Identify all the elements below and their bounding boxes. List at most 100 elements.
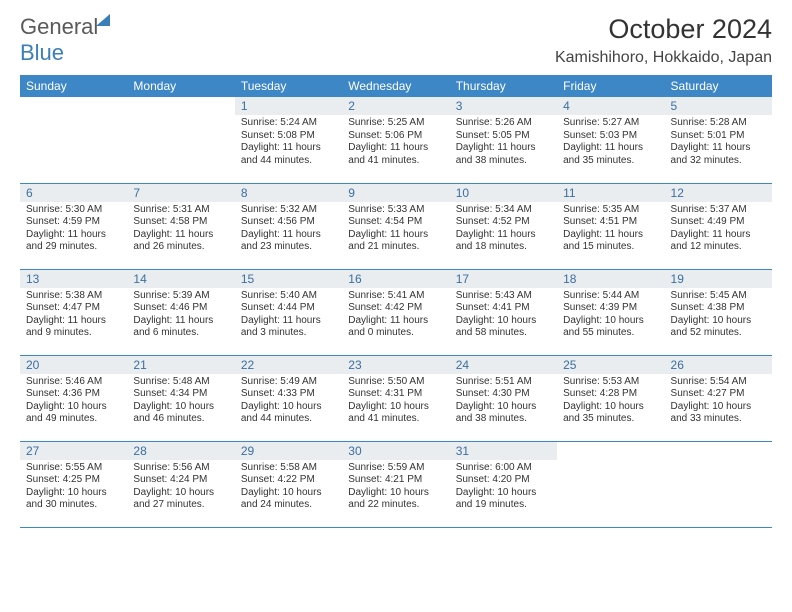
day-line-d2: and 12 minutes. <box>671 241 766 254</box>
day-line-ss: Sunset: 4:22 PM <box>241 474 336 487</box>
day-line-sr: Sunrise: 5:40 AM <box>241 290 336 303</box>
day-line-sr: Sunrise: 5:25 AM <box>348 117 443 130</box>
day-line-d2: and 26 minutes. <box>133 241 228 254</box>
day-content: Sunrise: 5:48 AMSunset: 4:34 PMDaylight:… <box>127 374 234 430</box>
day-line-sr: Sunrise: 5:32 AM <box>241 204 336 217</box>
day-line-d1: Daylight: 10 hours <box>133 487 228 500</box>
day-line-ss: Sunset: 4:44 PM <box>241 302 336 315</box>
day-line-d1: Daylight: 10 hours <box>348 487 443 500</box>
weekday-header: Monday <box>127 75 234 97</box>
calendar-day-cell: 31Sunrise: 6:00 AMSunset: 4:20 PMDayligh… <box>450 441 557 527</box>
day-line-sr: Sunrise: 5:31 AM <box>133 204 228 217</box>
day-line-d1: Daylight: 10 hours <box>563 315 658 328</box>
day-line-ss: Sunset: 4:58 PM <box>133 216 228 229</box>
day-number: 4 <box>557 97 664 115</box>
day-line-sr: Sunrise: 5:24 AM <box>241 117 336 130</box>
day-number: 27 <box>20 442 127 460</box>
day-line-d2: and 27 minutes. <box>133 499 228 512</box>
day-line-sr: Sunrise: 5:46 AM <box>26 376 121 389</box>
day-line-sr: Sunrise: 5:59 AM <box>348 462 443 475</box>
calendar-day-cell: 25Sunrise: 5:53 AMSunset: 4:28 PMDayligh… <box>557 355 664 441</box>
day-line-d2: and 44 minutes. <box>241 413 336 426</box>
day-number: 9 <box>342 184 449 202</box>
location: Kamishihoro, Hokkaido, Japan <box>555 49 772 67</box>
calendar-empty-cell <box>20 97 127 183</box>
day-line-ss: Sunset: 4:46 PM <box>133 302 228 315</box>
day-line-d2: and 29 minutes. <box>26 241 121 254</box>
day-line-ss: Sunset: 4:31 PM <box>348 388 443 401</box>
day-number: 30 <box>342 442 449 460</box>
day-line-d1: Daylight: 11 hours <box>563 229 658 242</box>
day-line-d2: and 52 minutes. <box>671 327 766 340</box>
day-line-sr: Sunrise: 5:49 AM <box>241 376 336 389</box>
day-line-d1: Daylight: 11 hours <box>348 142 443 155</box>
day-content: Sunrise: 5:58 AMSunset: 4:22 PMDaylight:… <box>235 460 342 516</box>
day-line-ss: Sunset: 4:30 PM <box>456 388 551 401</box>
day-line-sr: Sunrise: 5:44 AM <box>563 290 658 303</box>
day-content: Sunrise: 5:51 AMSunset: 4:30 PMDaylight:… <box>450 374 557 430</box>
day-content: Sunrise: 5:25 AMSunset: 5:06 PMDaylight:… <box>342 115 449 171</box>
calendar-day-cell: 15Sunrise: 5:40 AMSunset: 4:44 PMDayligh… <box>235 269 342 355</box>
day-content: Sunrise: 5:54 AMSunset: 4:27 PMDaylight:… <box>665 374 772 430</box>
calendar-day-cell: 28Sunrise: 5:56 AMSunset: 4:24 PMDayligh… <box>127 441 234 527</box>
day-number: 3 <box>450 97 557 115</box>
day-line-ss: Sunset: 5:06 PM <box>348 130 443 143</box>
day-line-d1: Daylight: 10 hours <box>563 401 658 414</box>
day-line-d1: Daylight: 11 hours <box>26 315 121 328</box>
day-content: Sunrise: 5:33 AMSunset: 4:54 PMDaylight:… <box>342 202 449 258</box>
day-line-sr: Sunrise: 5:38 AM <box>26 290 121 303</box>
calendar-week-row: 27Sunrise: 5:55 AMSunset: 4:25 PMDayligh… <box>20 441 772 527</box>
day-number: 23 <box>342 356 449 374</box>
day-content: Sunrise: 5:46 AMSunset: 4:36 PMDaylight:… <box>20 374 127 430</box>
day-number: 24 <box>450 356 557 374</box>
day-line-sr: Sunrise: 5:58 AM <box>241 462 336 475</box>
calendar-day-cell: 26Sunrise: 5:54 AMSunset: 4:27 PMDayligh… <box>665 355 772 441</box>
day-line-sr: Sunrise: 5:39 AM <box>133 290 228 303</box>
day-line-d2: and 9 minutes. <box>26 327 121 340</box>
day-line-ss: Sunset: 4:49 PM <box>671 216 766 229</box>
day-line-sr: Sunrise: 5:55 AM <box>26 462 121 475</box>
day-line-d1: Daylight: 11 hours <box>241 229 336 242</box>
day-line-d2: and 19 minutes. <box>456 499 551 512</box>
day-line-ss: Sunset: 4:56 PM <box>241 216 336 229</box>
day-line-ss: Sunset: 4:24 PM <box>133 474 228 487</box>
day-number: 10 <box>450 184 557 202</box>
day-line-ss: Sunset: 4:59 PM <box>26 216 121 229</box>
day-line-d2: and 33 minutes. <box>671 413 766 426</box>
calendar-day-cell: 27Sunrise: 5:55 AMSunset: 4:25 PMDayligh… <box>20 441 127 527</box>
calendar-empty-cell <box>665 441 772 527</box>
day-number: 1 <box>235 97 342 115</box>
day-line-ss: Sunset: 5:03 PM <box>563 130 658 143</box>
day-line-ss: Sunset: 4:41 PM <box>456 302 551 315</box>
day-line-d1: Daylight: 11 hours <box>348 229 443 242</box>
day-line-sr: Sunrise: 5:48 AM <box>133 376 228 389</box>
day-number: 7 <box>127 184 234 202</box>
calendar-day-cell: 14Sunrise: 5:39 AMSunset: 4:46 PMDayligh… <box>127 269 234 355</box>
day-number: 2 <box>342 97 449 115</box>
day-line-d1: Daylight: 10 hours <box>348 401 443 414</box>
calendar-day-cell: 3Sunrise: 5:26 AMSunset: 5:05 PMDaylight… <box>450 97 557 183</box>
day-line-d1: Daylight: 11 hours <box>671 229 766 242</box>
day-line-d1: Daylight: 10 hours <box>456 315 551 328</box>
day-content: Sunrise: 5:34 AMSunset: 4:52 PMDaylight:… <box>450 202 557 258</box>
day-line-d2: and 41 minutes. <box>348 413 443 426</box>
calendar-day-cell: 6Sunrise: 5:30 AMSunset: 4:59 PMDaylight… <box>20 183 127 269</box>
day-line-d2: and 0 minutes. <box>348 327 443 340</box>
calendar-week-row: 6Sunrise: 5:30 AMSunset: 4:59 PMDaylight… <box>20 183 772 269</box>
day-line-d2: and 41 minutes. <box>348 155 443 168</box>
day-content: Sunrise: 5:41 AMSunset: 4:42 PMDaylight:… <box>342 288 449 344</box>
day-line-d1: Daylight: 10 hours <box>671 401 766 414</box>
day-line-d1: Daylight: 11 hours <box>26 229 121 242</box>
day-content: Sunrise: 5:44 AMSunset: 4:39 PMDaylight:… <box>557 288 664 344</box>
calendar-day-cell: 23Sunrise: 5:50 AMSunset: 4:31 PMDayligh… <box>342 355 449 441</box>
day-content: Sunrise: 5:28 AMSunset: 5:01 PMDaylight:… <box>665 115 772 171</box>
day-line-ss: Sunset: 4:27 PM <box>671 388 766 401</box>
day-number: 12 <box>665 184 772 202</box>
calendar-empty-cell <box>127 97 234 183</box>
day-line-sr: Sunrise: 5:54 AM <box>671 376 766 389</box>
day-line-sr: Sunrise: 5:30 AM <box>26 204 121 217</box>
calendar-day-cell: 9Sunrise: 5:33 AMSunset: 4:54 PMDaylight… <box>342 183 449 269</box>
day-line-sr: Sunrise: 5:43 AM <box>456 290 551 303</box>
day-line-sr: Sunrise: 5:26 AM <box>456 117 551 130</box>
day-number: 19 <box>665 270 772 288</box>
